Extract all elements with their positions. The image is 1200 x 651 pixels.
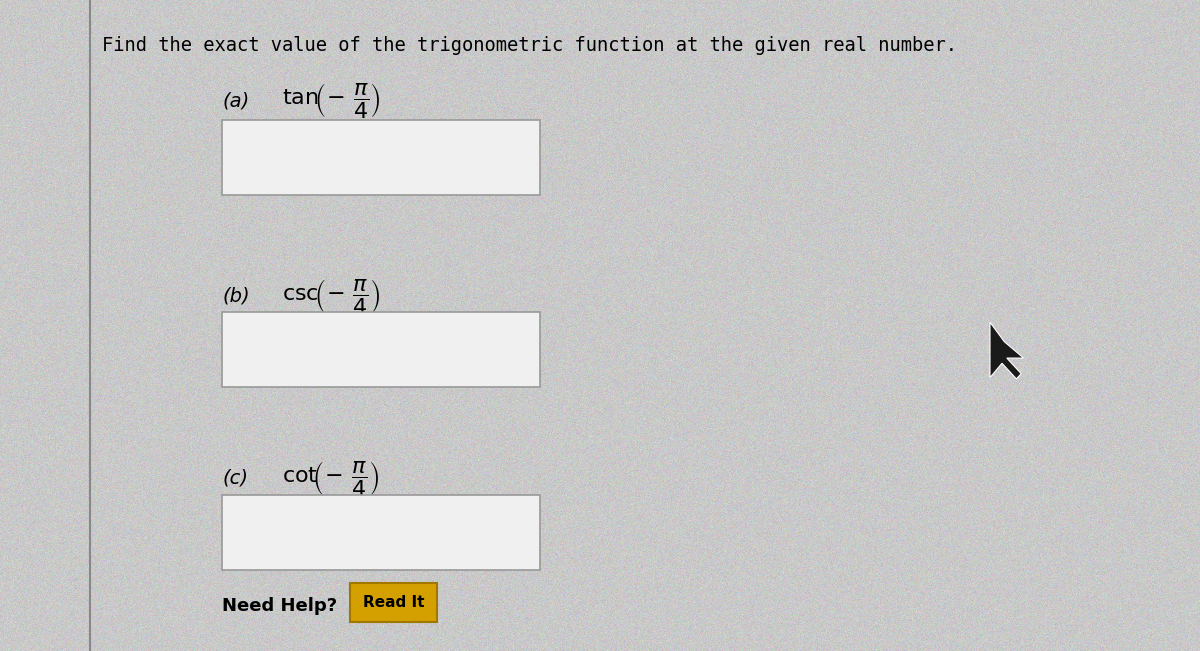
Text: (c): (c): [222, 469, 248, 488]
FancyBboxPatch shape: [222, 495, 540, 570]
Text: $\mathrm{cot}\!\left(\!-\,\dfrac{\pi}{4}\right)$: $\mathrm{cot}\!\left(\!-\,\dfrac{\pi}{4}…: [282, 459, 379, 498]
Text: Need Help?: Need Help?: [222, 597, 337, 615]
Text: $\mathrm{tan}\!\left(\!-\,\dfrac{\pi}{4}\right)$: $\mathrm{tan}\!\left(\!-\,\dfrac{\pi}{4}…: [282, 81, 380, 120]
FancyBboxPatch shape: [350, 583, 437, 622]
FancyBboxPatch shape: [222, 120, 540, 195]
Text: (a): (a): [222, 91, 250, 111]
Text: Find the exact value of the trigonometric function at the given real number.: Find the exact value of the trigonometri…: [102, 36, 958, 55]
FancyBboxPatch shape: [222, 312, 540, 387]
Text: Read It: Read It: [362, 594, 425, 610]
Polygon shape: [990, 322, 1024, 379]
Text: (b): (b): [222, 286, 250, 306]
Text: $\mathrm{csc}\!\left(\!-\,\dfrac{\pi}{4}\right)$: $\mathrm{csc}\!\left(\!-\,\dfrac{\pi}{4}…: [282, 277, 380, 316]
